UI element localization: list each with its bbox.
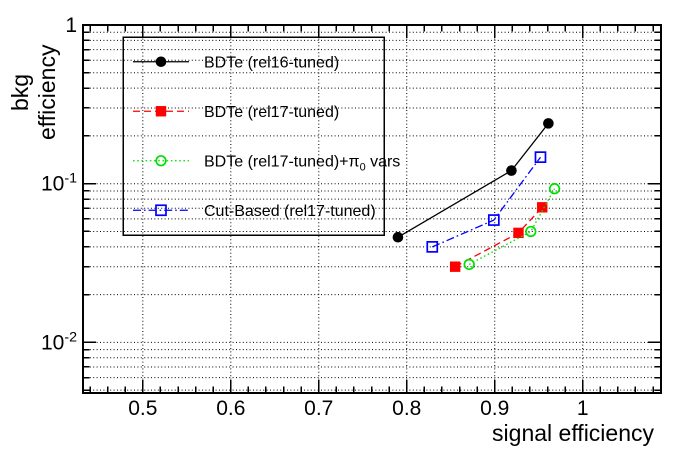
data-point-marker-open-circle	[463, 258, 475, 271]
legend-label: BDTe (rel17-tuned)	[204, 104, 339, 121]
data-point-marker-filled-square	[513, 227, 524, 239]
series-bdte-rel17-tuned	[449, 202, 548, 272]
data-point-marker-filled-square	[537, 202, 548, 213]
data-point-marker-filled-circle	[543, 118, 554, 129]
x-tick-label: 0.6	[216, 397, 245, 420]
x-tick-label: 0.8	[392, 397, 421, 420]
legend-item-bdte-rel17-tuned-0-vars: BDTe (rel17-tuned)+π0 vars	[133, 153, 400, 173]
x-tick-label: 0.7	[304, 397, 333, 420]
data-point-marker-open-square	[487, 214, 500, 226]
x-tick-labels: 0.5 0.6 0.7 0.8 0.9 1	[128, 397, 588, 420]
data-point-marker-open-square	[155, 204, 167, 217]
data-point-marker-open-square	[534, 151, 547, 164]
y-tick-labels: 1 10-1 10-2	[41, 14, 77, 354]
data-point-marker-filled-circle	[155, 56, 167, 68]
legend-item-cut-based-rel17-tuned: Cut-Based (rel17-tuned)	[133, 203, 376, 220]
y-tick-label: 10-2	[41, 329, 77, 354]
series-cut-based-rel17-tuned	[426, 151, 547, 253]
legend-label: BDTe (rel16-tuned)	[204, 54, 339, 71]
data-point-marker-open-circle	[155, 155, 167, 167]
x-tick-label: 0.9	[480, 397, 509, 420]
data-point-marker-filled-circle	[392, 231, 404, 243]
series-bdte-rel16-tuned	[392, 118, 554, 243]
axis-ticks	[83, 24, 661, 393]
legend-item-bdte-rel17-tuned: BDTe (rel17-tuned)	[133, 104, 339, 121]
legend-label: Cut-Based (rel17-tuned)	[204, 203, 376, 220]
legend-box	[122, 36, 385, 236]
y-axis-title: bkg efficiency	[7, 44, 60, 140]
data-point-marker-open-square	[426, 241, 439, 253]
x-axis-title: signal efficiency	[492, 420, 654, 446]
data-point-marker-filled-square	[449, 261, 461, 272]
x-tick-label: 0.5	[128, 397, 157, 420]
series-bdte-rel17-tuned-0-vars	[463, 183, 561, 271]
legend-item-bdte-rel16-tuned: BDTe (rel16-tuned)	[133, 54, 339, 71]
y-tick-label: 10-1	[41, 171, 77, 196]
data-point-marker-filled-circle	[506, 165, 517, 176]
series-line	[397, 122, 549, 238]
series-line	[468, 188, 556, 265]
x-tick-label: 1	[577, 397, 589, 420]
y-tick-label: 1	[65, 14, 77, 37]
gridlines	[83, 25, 661, 393]
data-point-marker-open-circle	[525, 225, 537, 238]
data-point-marker-open-circle	[548, 183, 561, 195]
data-point-marker-filled-square	[155, 106, 167, 117]
legend: BDTe (rel16-tuned) BDTe (rel17-tuned) BDTe…	[122, 36, 400, 236]
legend-label: BDTe (rel17-tuned)+π0 vars	[204, 153, 400, 173]
series-line	[432, 156, 542, 248]
